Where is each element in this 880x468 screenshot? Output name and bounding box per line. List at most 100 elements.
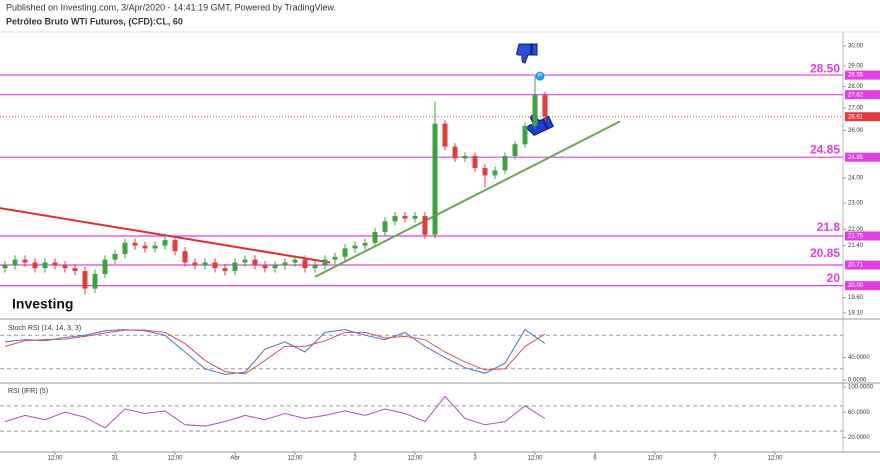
candle-body — [162, 240, 168, 246]
candle-body — [512, 144, 518, 157]
candle-body — [392, 215, 398, 222]
y-tick-label: 19.10 — [848, 310, 864, 316]
x-tick-label: 7 — [713, 456, 717, 462]
indicator-line — [4, 329, 546, 375]
candle-body — [12, 259, 18, 266]
candle-body — [112, 253, 118, 260]
level-axis-label: 20.71 — [848, 263, 864, 269]
candle-body — [362, 242, 368, 246]
y-tick-label: 40.0000 — [848, 355, 870, 361]
x-tick-label: 12:00 — [287, 456, 303, 462]
y-tick-label: 27.00 — [848, 106, 864, 112]
marker-pin — [535, 71, 545, 81]
level-axis-box — [845, 152, 880, 162]
y-tick-label: 0.0000 — [848, 378, 867, 384]
candle-body — [252, 259, 258, 266]
level-axis-label: 27.62 — [848, 92, 864, 98]
candle-body — [522, 125, 528, 145]
x-tick-label: 12:00 — [767, 456, 783, 462]
level-axis-box — [845, 260, 880, 270]
y-tick-label: 100.0000 — [848, 385, 874, 391]
level-axis-box — [845, 90, 880, 100]
x-tick-label: 12:00 — [167, 456, 183, 462]
candle-body — [122, 242, 128, 254]
published-note: Published on Investing.com, 3/Apr/2020 -… — [6, 2, 336, 12]
candle-body — [492, 170, 498, 176]
panel-title: Stoch RSI (14, 14, 3, 3) — [8, 325, 81, 332]
candle-body — [332, 256, 338, 260]
level-note: 21.8 — [817, 220, 841, 234]
y-tick-label: 19.60 — [848, 295, 864, 301]
candle-body — [382, 221, 388, 232]
logo: Investing — [12, 296, 73, 312]
x-tick-label: Abr — [230, 456, 239, 462]
candle-body — [142, 245, 148, 249]
y-tick-label: 29.00 — [848, 63, 864, 69]
candle-body — [182, 251, 188, 263]
chart-title: Petróleo Bruto WTi Futuros, (CFD):CL, 60 — [6, 16, 183, 26]
candle-body — [452, 146, 458, 159]
candle-body — [212, 262, 218, 269]
candle-body — [272, 265, 278, 269]
candle-body — [172, 240, 178, 252]
candle-body — [502, 156, 508, 171]
level-note: 20.85 — [810, 246, 840, 260]
candle-body — [312, 265, 318, 269]
x-tick-label: 12:00 — [47, 456, 63, 462]
candle-body — [472, 156, 478, 169]
trend-line — [314, 120, 621, 278]
candle-body — [542, 95, 548, 117]
candle-body — [92, 273, 98, 289]
candle-body — [102, 259, 108, 274]
candle-body — [352, 245, 358, 249]
level-axis-label: 20.00 — [848, 283, 864, 289]
candle-body — [72, 268, 78, 272]
y-tick-label: 26.00 — [848, 128, 864, 134]
candle-body — [2, 265, 8, 269]
candle-body — [282, 262, 288, 266]
candle-body — [482, 168, 488, 176]
thumbs-down-icon — [516, 43, 538, 64]
candle-body — [322, 259, 328, 266]
x-tick-label: 31 — [112, 456, 119, 462]
candle-body — [222, 268, 228, 272]
indicator-line — [4, 395, 546, 429]
level-note: 20 — [827, 271, 841, 285]
x-tick-label: 3 — [473, 456, 477, 462]
panel-title: RSI (IFR) (5) — [8, 388, 48, 395]
level-axis-box — [845, 70, 880, 80]
y-tick-label: 21.40 — [848, 243, 864, 249]
candle-body — [462, 156, 468, 159]
y-tick-label: 60.0000 — [848, 410, 870, 416]
candle-body — [152, 245, 158, 249]
y-tick-label: 24.00 — [848, 175, 864, 181]
candle-body — [402, 215, 408, 219]
level-axis-label: 21.75 — [848, 234, 864, 240]
candle-body — [262, 265, 268, 269]
candle-body — [42, 262, 48, 269]
candle-body — [442, 123, 448, 147]
candle-body — [292, 259, 298, 263]
candle-body — [22, 259, 28, 263]
x-tick-label: 2 — [353, 456, 357, 462]
candle-body — [412, 215, 418, 219]
marker-pin-label: P — [538, 74, 542, 80]
level-note: 28.50 — [810, 61, 840, 75]
candle-body — [192, 262, 198, 266]
candle-body — [372, 231, 378, 243]
candle-body — [342, 248, 348, 257]
candle-body — [242, 259, 248, 263]
candle-body — [52, 262, 58, 266]
level-axis-box — [845, 281, 880, 291]
x-tick-label: 12:00 — [407, 456, 423, 462]
y-tick-label: 22.00 — [848, 227, 864, 233]
level-axis-label: 24.85 — [848, 155, 864, 161]
y-tick-label: 23.00 — [848, 201, 864, 207]
candle-body — [62, 265, 68, 269]
level-axis-box — [845, 231, 880, 241]
level-axis-label: 28.55 — [848, 73, 864, 79]
candle-body — [422, 215, 428, 235]
y-tick-label: 30.00 — [848, 43, 864, 49]
